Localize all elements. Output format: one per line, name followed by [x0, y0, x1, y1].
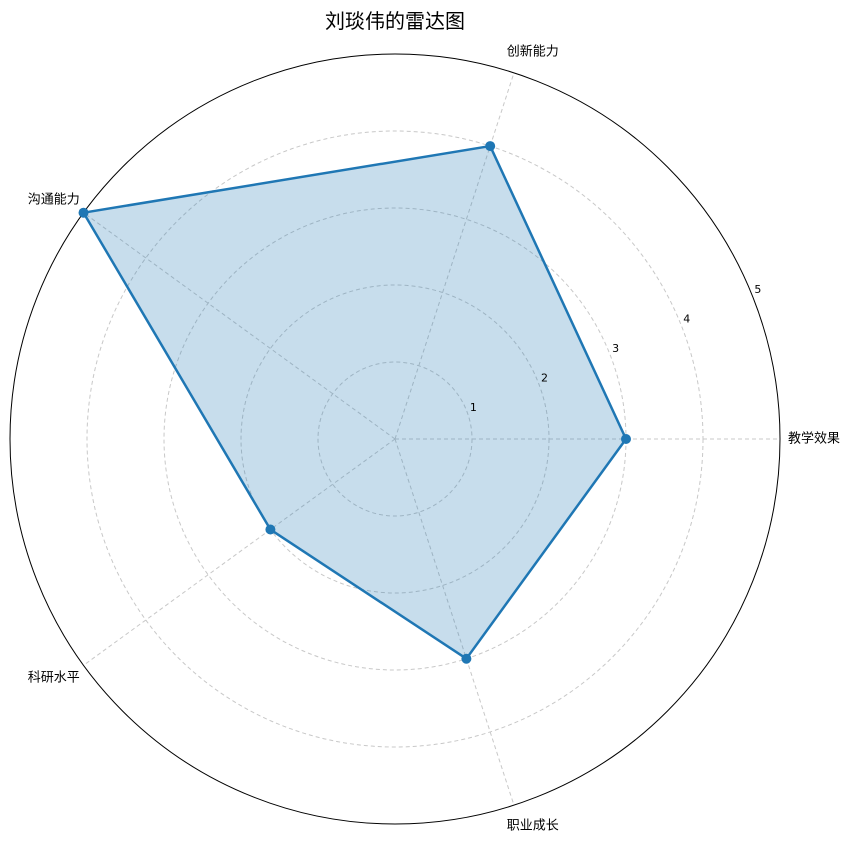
- r-tick-label-5: 5: [754, 283, 761, 296]
- series-layer: [78, 141, 631, 664]
- data-point-3: [78, 207, 89, 218]
- data-point-4: [265, 524, 276, 535]
- r-tick-label-1: 1: [470, 401, 477, 414]
- category-label-3: 沟通能力: [28, 192, 80, 207]
- category-label-4: 科研水平: [28, 671, 80, 686]
- spoke-5: [394, 438, 515, 806]
- series-area-1: [83, 146, 626, 659]
- outer-ring: [9, 53, 781, 825]
- chart-title: 刘琰伟的雷达图: [325, 9, 465, 33]
- category-label-5: 职业成长: [507, 819, 559, 834]
- category-label-2: 创新能力: [507, 43, 559, 59]
- spoke-2: [394, 72, 515, 440]
- data-point-1: [621, 434, 631, 444]
- spoke-4: [83, 438, 396, 666]
- r-tick-label-4: 4: [683, 313, 690, 326]
- spoke-3: [83, 212, 396, 440]
- r-tick-label-2: 2: [541, 372, 548, 385]
- data-point-5: [461, 653, 472, 664]
- data-point-2: [485, 141, 496, 152]
- category-label-1: 教学效果: [788, 431, 840, 447]
- r-tick-label-3: 3: [612, 342, 619, 355]
- series-line-1: [82, 144, 628, 660]
